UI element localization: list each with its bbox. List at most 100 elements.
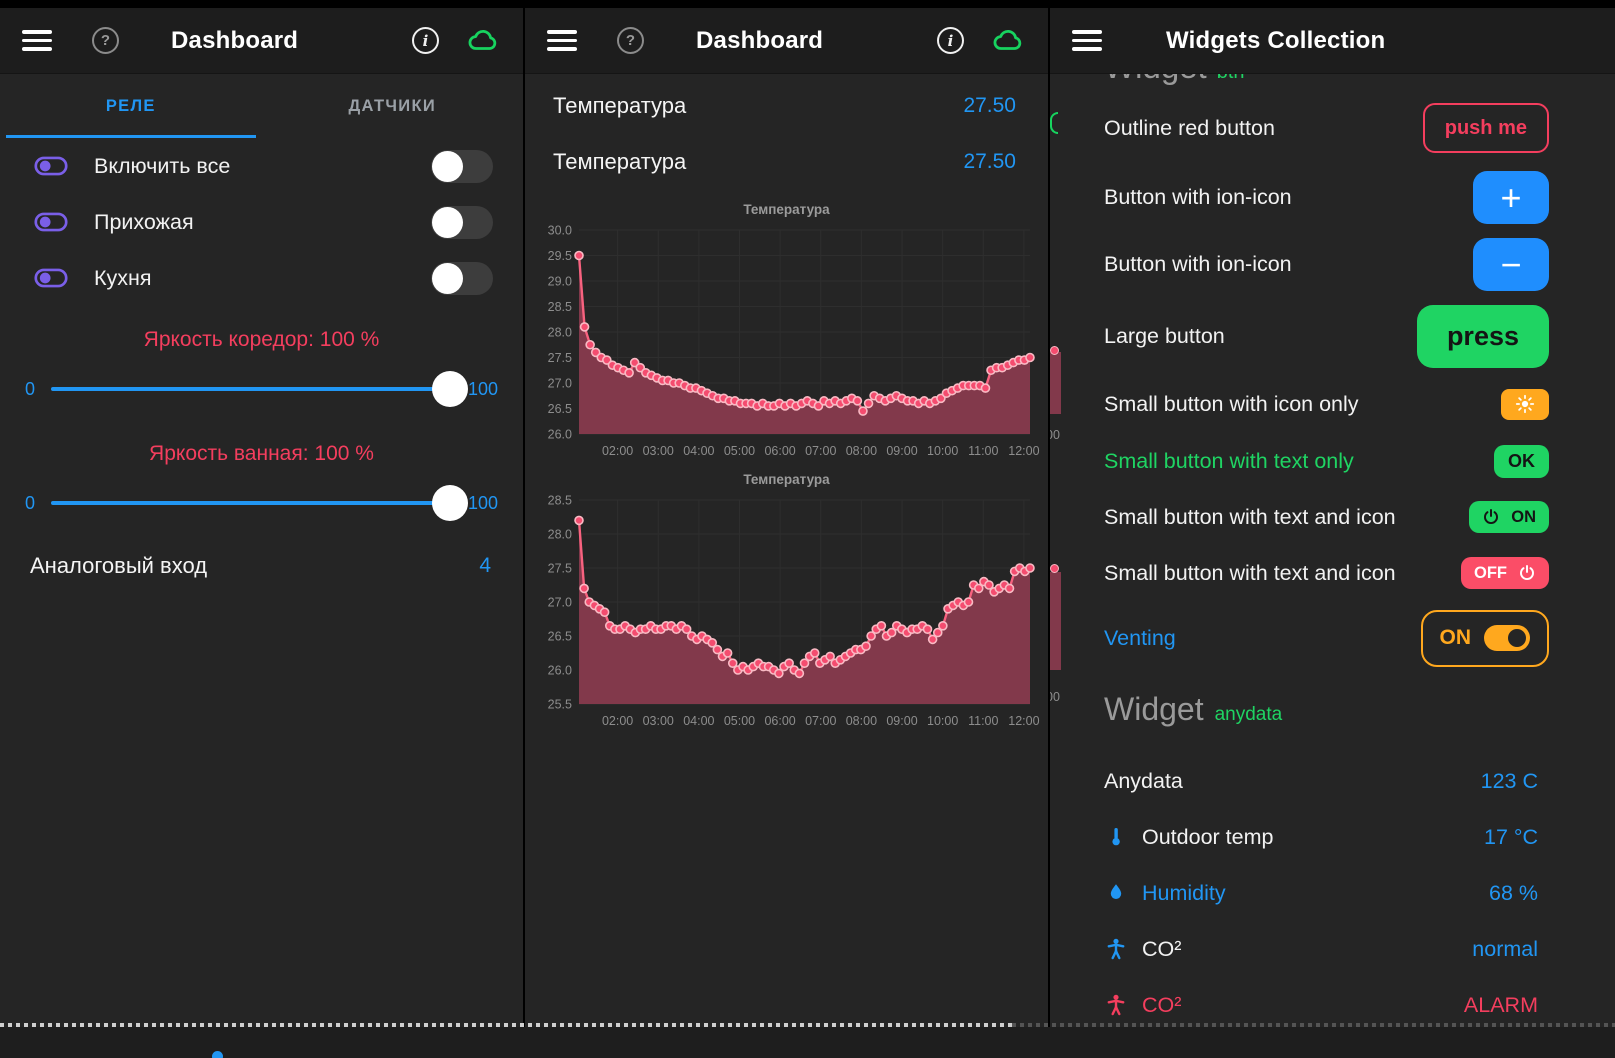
menu-icon[interactable] [22,30,52,51]
minus-button[interactable]: − [1473,238,1549,291]
slider-min-label: 0 [25,378,36,399]
svg-text:09:00: 09:00 [886,714,917,728]
temperature-value: 27.50 [963,94,1016,117]
svg-text:26.0: 26.0 [548,428,572,442]
temperature-chart-2: Температура 25.5 26.0 26.5 27.0 27.5 28.0 28.5… [525,466,1048,734]
switch-label: Включить все [94,153,231,178]
widget-row-label: Small button with icon only [1104,391,1359,416]
svg-text:30.0: 30.0 [548,224,572,238]
toggle-outline-icon [34,268,68,288]
svg-text:04:00: 04:00 [683,444,714,458]
power-icon [1520,564,1534,580]
svg-text:04:00: 04:00 [683,714,714,728]
slider-max-label: 100 [467,378,498,399]
data-row-outdoor-temp: Outdoor temp 17 °C [1050,809,1615,865]
data-row-label: Humidity [1142,880,1226,905]
svg-text:07:00: 07:00 [805,714,836,728]
press-button[interactable]: press [1416,305,1549,368]
slider-min-label: 0 [25,492,36,513]
widget-row-icon-only: Small button with icon only [1050,375,1615,433]
svg-text:02:00: 02:00 [602,444,633,458]
section-heading-title: Widget [1104,74,1207,85]
ok-button[interactable]: OK [1494,444,1549,478]
slider-bathroom-track[interactable] [51,483,468,523]
plus-button[interactable]: + [1473,171,1549,224]
widget-row-outline-red: Outline red button push me [1050,92,1615,164]
menu-icon[interactable] [1072,30,1102,51]
switch-row-hallway: Прихожая [0,194,523,250]
sun-button[interactable] [1501,388,1549,420]
off-button[interactable]: OFF [1461,557,1549,589]
widget-row-label: Large button [1104,324,1225,348]
temperature-chart-1: Температура 26.0 26.5 27.0 27.5 28.0 28.5 29.0… [525,196,1048,464]
svg-text:29.0: 29.0 [548,275,572,289]
analog-input-value: 4 [479,554,491,577]
help-icon[interactable]: ? [92,27,119,54]
widget-row-text-only: Small button with text only OK [1050,433,1615,489]
svg-text:29.5: 29.5 [548,249,572,263]
temperature-label: Температура [553,149,687,174]
off-button-label: OFF [1474,563,1507,582]
cloud-status-icon[interactable] [988,26,1028,56]
svg-text:27.5: 27.5 [548,562,572,576]
slider-corridor-knob[interactable] [431,371,468,407]
menu-icon[interactable] [547,30,577,51]
switch-label: Прихожая [94,209,194,234]
active-tab-underline [6,135,256,138]
widget-row-label: Small button with text and icon [1104,504,1396,529]
analog-input-label: Аналоговый вход [30,553,208,578]
push-me-button[interactable]: push me [1422,103,1549,153]
svg-text:09:00: 09:00 [886,444,917,458]
data-row-anydata: Anydata 123 C [1050,753,1615,809]
tab-bar: РЕЛЕ ДАТЧИКИ [0,74,523,138]
sunny-icon [1515,394,1535,414]
section-heading-tag: anydata [1214,704,1283,725]
venting-state-label: ON [1439,626,1472,649]
info-icon[interactable]: i [937,27,964,54]
slider-corridor-track[interactable] [51,369,468,409]
data-row-value: 123 C [1480,768,1538,793]
widget-row-venting: Venting ON [1050,601,1615,675]
temperature-row-2: Температура 27.50 [525,134,1048,190]
dotted-separator-dim [1012,1023,1615,1027]
section-heading-tag: btn [1217,74,1245,83]
widget-row-label: Venting [1104,625,1176,650]
data-row-co2-alarm: CO² ALARM [1050,977,1615,1033]
svg-text:27.0: 27.0 [548,377,572,391]
svg-text:05:00: 05:00 [724,444,755,458]
clipped-blue-dot [212,1051,223,1058]
data-row-co2-normal: CO² normal [1050,921,1615,977]
svg-text:28.0: 28.0 [548,326,572,340]
data-row-value: 17 °C [1483,824,1538,849]
switch-all-toggle[interactable] [431,149,493,183]
widget-row-label: Button with ion-icon [1104,252,1292,276]
middle-toolbar: ? Dashboard i [525,0,1048,74]
slider-bathroom-knob[interactable] [431,485,468,521]
svg-text:10:00: 10:00 [927,714,958,728]
help-icon[interactable]: ? [617,27,644,54]
svg-text:11:00: 11:00 [968,444,998,458]
tab-sensors[interactable]: ДАТЧИКИ [262,74,524,138]
slider-bathroom-label: Яркость ванная: 100 % [149,442,374,465]
page-title: Dashboard [696,26,824,54]
tab-relays[interactable]: РЕЛЕ [0,74,262,138]
toggle-outline-icon [34,156,68,176]
right-toolbar: Widgets Collection [1050,0,1615,74]
switch-kitchen-toggle[interactable] [431,261,493,295]
info-icon[interactable]: i [412,27,439,54]
anydata-section-heading: Widget anydata [1050,691,1615,753]
left-toolbar: ? Dashboard i [0,0,523,74]
slider-corridor: 0 100 [0,358,523,420]
switch-hallway-toggle[interactable] [431,205,493,239]
cloud-status-icon[interactable] [463,26,503,56]
toggle-outline-icon [34,212,68,232]
on-button-label: ON [1511,507,1536,526]
clipped-section-heading: Widget btn [1050,74,1615,92]
svg-text:12:00: 12:00 [1008,444,1039,458]
venting-toggle-button[interactable]: ON [1420,609,1549,667]
svg-text:26.5: 26.5 [548,630,572,644]
slider-bathroom: 0 100 [0,472,523,534]
data-row-label: Outdoor temp [1142,824,1274,849]
on-button[interactable]: ON [1469,501,1549,533]
body-icon [1107,994,1125,1016]
